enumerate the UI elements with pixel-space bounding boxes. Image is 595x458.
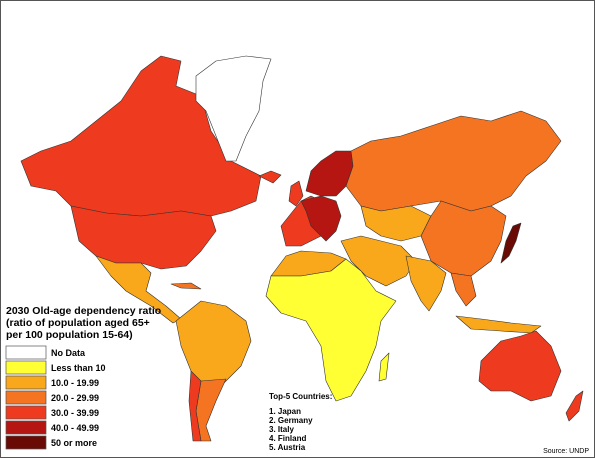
top-item: 4. Finland [269,434,306,443]
legend-label: Less than 10 [51,363,106,373]
top-heading: Top-5 Countries: [269,392,332,401]
legend-label: 50 or more [51,438,97,448]
se-asia [450,272,477,307]
legend: 2030 Old-age dependency ratio(ratio of p… [5,305,161,450]
legend-swatch [5,390,47,405]
indonesia [455,315,542,334]
cuba [170,282,202,290]
legend-label: No Data [51,348,86,358]
legend-label: 20.0 - 29.99 [51,393,99,403]
greenland [195,55,272,162]
australia [478,330,562,402]
legend-swatch [5,375,47,390]
legend-title: (ratio of population aged 65+ [6,317,150,329]
legend-swatch [5,420,47,435]
iceland [258,170,282,184]
legend-swatch [5,360,47,375]
uk [288,180,304,207]
legend-title: 2030 Old-age dependency ratio [6,305,161,317]
usa [70,205,217,270]
chile [188,370,202,442]
legend-label: 30.0 - 39.99 [51,408,99,418]
madagascar [378,352,390,382]
top-item: 1. Japan [269,407,301,416]
argentina [195,378,227,442]
russia [345,110,562,212]
mexico [95,255,182,324]
africa [265,258,397,402]
india [405,255,447,312]
legend-swatch [5,435,47,450]
legend-label: 10.0 - 19.99 [51,378,99,388]
legend-swatch [5,405,47,420]
top-item: 2. Germany [269,416,313,425]
top-item: 3. Italy [269,425,294,434]
source: Source: UNDP [543,448,589,455]
legend-title: per 100 population 15-64) [6,329,133,341]
legend-swatch [5,345,47,360]
central-asia [360,205,432,242]
scandinavia [305,150,354,197]
china [420,200,507,277]
top-item: 5. Austria [269,443,306,452]
new-zealand [565,390,584,422]
europe-central [300,195,342,242]
japan [500,222,522,264]
legend-label: 40.0 - 49.99 [51,423,99,433]
south-america [175,300,252,397]
countries [20,55,584,442]
